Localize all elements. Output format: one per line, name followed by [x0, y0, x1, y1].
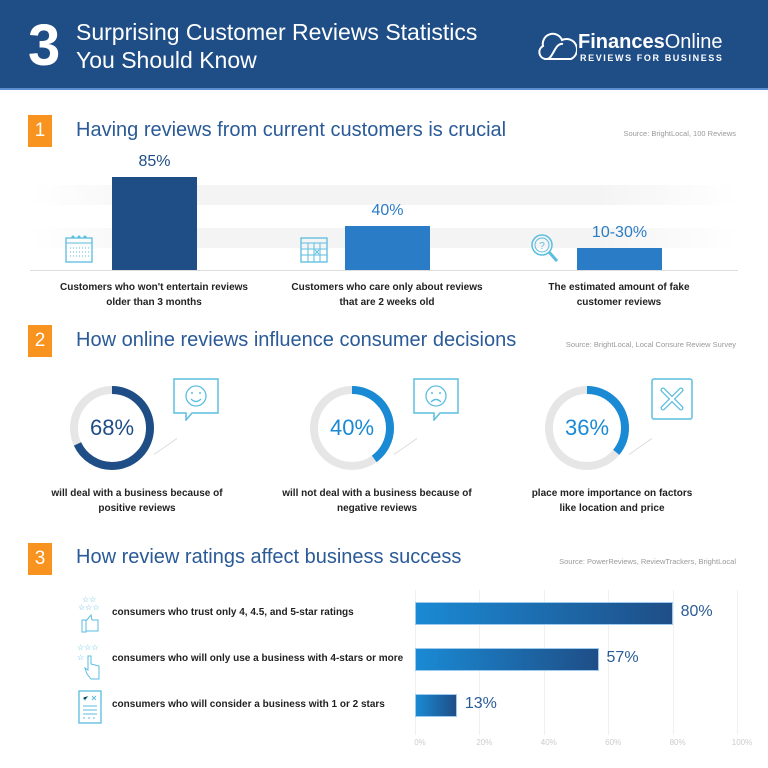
caption-line: older than 3 months: [106, 297, 202, 308]
section-2-title: How online reviews influence consumer de…: [76, 329, 517, 351]
section-3-number: 3: [28, 543, 52, 575]
bar-value-label: 13%: [464, 695, 497, 712]
donut-chart: [70, 386, 154, 470]
svg-text:?: ?: [539, 241, 545, 252]
svg-text:☆☆☆: ☆☆☆: [78, 603, 100, 612]
caption-line: The estimated amount of fake: [548, 282, 690, 293]
caption-line: like location and price: [559, 503, 665, 514]
x-tick-label: 0%: [414, 738, 426, 747]
section-1-source: Source: BrightLocal, 100 Reviews: [623, 129, 736, 138]
x-tick-label: 80%: [669, 738, 686, 747]
baseline: [30, 270, 738, 271]
donut-caption: will deal with a business because of posi…: [27, 486, 247, 516]
search-question-icon: ?: [531, 234, 559, 262]
header-banner: [0, 0, 768, 90]
donut-chart: [545, 386, 629, 470]
title-line-1: Surprising Customer Reviews Statistics: [76, 19, 478, 45]
bar-category-label: consumers who trust only 4, 4.5, and 5-s…: [112, 607, 354, 618]
bar-value-label: 80%: [680, 603, 713, 620]
checklist-icon: [78, 690, 102, 724]
caption-line: will not deal with a business because of: [282, 488, 472, 499]
donut-value-label: 68%: [89, 415, 135, 440]
svg-text:☆: ☆: [77, 653, 84, 662]
bar: [415, 694, 457, 717]
bar-value-label: 85%: [138, 153, 171, 171]
section-1-number: 1: [28, 115, 52, 147]
header-number: 3: [28, 13, 61, 78]
donut-arc: [70, 386, 154, 470]
bar-category-label: consumers who will consider a business w…: [112, 699, 385, 710]
calendar-icon: [65, 235, 93, 263]
bar-category-label: The estimated amount of fake customer rev…: [509, 280, 729, 310]
x-tick-label: 40%: [540, 738, 557, 747]
section-3-title: How review ratings affect business succe…: [76, 546, 462, 568]
caption-line: negative reviews: [336, 503, 418, 514]
bar: [415, 648, 599, 671]
cloud-logo-icon: [538, 32, 577, 60]
caption-line: will deal with a business because of: [51, 488, 223, 499]
donut-value-label: 36%: [564, 415, 610, 440]
donut-value-label: 40%: [329, 415, 375, 440]
logo-tagline: REVIEWS FOR BUSINESS: [580, 53, 724, 63]
bar: [415, 602, 673, 625]
donut-caption: will not deal with a business because of…: [267, 486, 487, 516]
bar: [345, 226, 430, 270]
donut-chart: [310, 386, 394, 470]
section-2-source: Source: BrightLocal, Local Consure Revie…: [565, 340, 736, 349]
bar-category-label: Customers who won't entertain reviews old…: [44, 280, 264, 310]
caption-line: Customers who won't entertain reviews: [60, 282, 248, 293]
smiley-bubble-icon: [173, 378, 219, 421]
donut-arc: [310, 386, 394, 470]
bar-value-label: 57%: [606, 649, 639, 666]
donut-arc: [545, 386, 629, 470]
svg-text:☆☆☆: ☆☆☆: [77, 643, 99, 652]
caption-line: Customers who care only about reviews: [291, 282, 483, 293]
stars-thumbs-up-icon: ☆☆☆☆☆: [78, 595, 100, 633]
bar-category-label: Customers who care only about reviews tha…: [277, 280, 497, 310]
caption-line: customer reviews: [576, 297, 662, 308]
gridline: [737, 590, 738, 735]
bar-category-label: consumers who will only use a business w…: [112, 653, 404, 664]
calendar-marked-icon: [300, 237, 328, 263]
gridline: [608, 590, 610, 735]
title-line-2: You Should Know: [76, 47, 257, 73]
caption-line: place more importance on factors: [531, 488, 693, 499]
stars-pointer-icon: ☆☆☆☆: [77, 643, 100, 680]
bar: [112, 177, 197, 270]
section-2-number: 2: [28, 325, 52, 357]
section-1-title: Having reviews from current customers is…: [76, 119, 507, 141]
page-title: Surprising Customer Reviews Statistics Yo…: [76, 18, 477, 74]
donut-caption: place more importance on factors like loc…: [502, 486, 722, 516]
x-tick-label: 100%: [731, 738, 753, 747]
bar: [577, 248, 662, 270]
caption-line: positive reviews: [98, 503, 176, 514]
bar-value-label: 40%: [371, 202, 404, 220]
x-tick-label: 20%: [476, 738, 493, 747]
background-band: [30, 185, 738, 205]
x-tick-label: 60%: [605, 738, 622, 747]
logo-text: FinancesOnline: [578, 31, 723, 53]
svg-text:☆☆: ☆☆: [82, 595, 96, 604]
bar-value-label: 10-30%: [591, 224, 648, 242]
cross-box-icon: [651, 378, 693, 420]
gridline: [672, 590, 674, 735]
caption-line: that are 2 weeks old: [339, 297, 435, 308]
section-3-source: Source: PowerReviews, ReviewTrackers, Br…: [559, 557, 736, 566]
sad-bubble-icon: [413, 378, 459, 421]
